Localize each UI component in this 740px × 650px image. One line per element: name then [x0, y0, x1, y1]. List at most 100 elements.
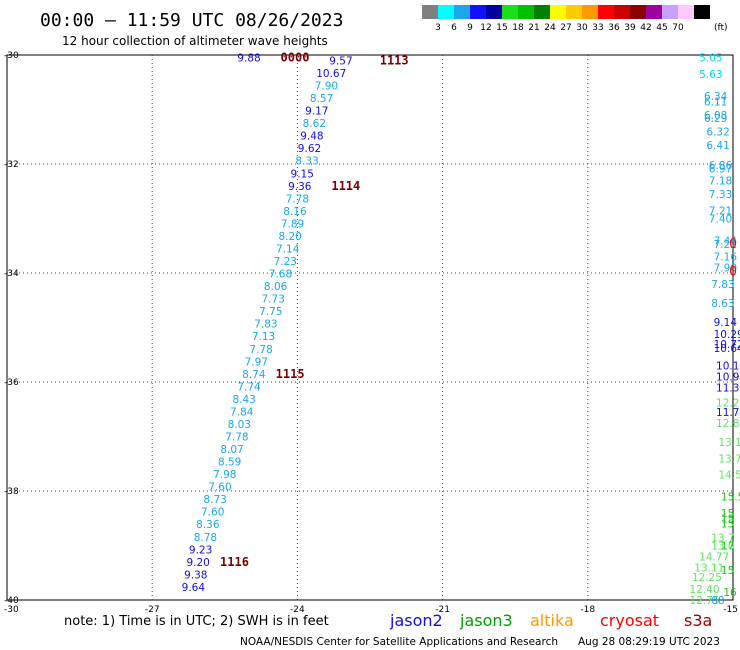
y-tick-label: -32: [4, 160, 19, 170]
wave-height-label: 10.97: [716, 372, 740, 384]
wave-height-label: 7.13: [252, 331, 275, 343]
x-tick-labels: -27 -24 -21 -18 -15: [145, 605, 738, 615]
satellite-legend-item: cryosat: [600, 611, 659, 630]
wave-height-label: 7.22: [714, 239, 737, 251]
wave-height-label: 7.89: [281, 218, 304, 230]
color-swatch: [470, 5, 486, 19]
edge-mark: 0: [729, 264, 737, 279]
wave-height-label: 6.29: [704, 113, 727, 125]
color-swatch: [566, 5, 582, 19]
wave-height-label: 7.78: [249, 344, 272, 356]
wave-height-label: 9.17: [305, 106, 328, 118]
color-scale-label: 70: [672, 23, 684, 33]
color-swatch: [518, 5, 534, 19]
wave-height-label: 8.73: [203, 494, 226, 506]
color-swatch: [550, 5, 566, 19]
wave-height-label: 7.75: [259, 306, 282, 318]
satellite-legend-item: altika: [530, 611, 574, 630]
color-scale-label: 12: [480, 23, 491, 33]
wave-height-label: 10.64: [714, 343, 740, 355]
wave-height-label: 15: [721, 513, 734, 525]
wave-height-label: 8.20: [278, 231, 301, 243]
wave-height-label: 9.88: [237, 53, 260, 65]
wave-height-label: 5.63: [699, 69, 722, 81]
wave-height-label: 11.74: [716, 407, 740, 419]
color-scale-label: 15: [496, 23, 507, 33]
edge-mark: 0: [729, 237, 737, 252]
wave-height-label: 9.15: [291, 168, 314, 180]
edge-marks: 00: [729, 237, 737, 279]
wave-height-label: 9.23: [189, 544, 212, 556]
color-scale-unit: (ft): [714, 23, 728, 33]
wave-height-label: 7.78: [225, 432, 248, 444]
wave-height-label: 7.18: [709, 175, 732, 187]
wave-height-label: 7.23: [274, 256, 297, 268]
y-tick-label: -34: [4, 269, 19, 279]
color-swatch: [438, 5, 454, 19]
chart-subtitle: 12 hour collection of altimeter wave hei…: [62, 34, 328, 48]
satellite-legend-item: jason3: [459, 611, 513, 630]
color-scale-label: 3: [435, 23, 441, 33]
wave-height-label: 7.90: [714, 263, 737, 275]
wave-height-label: 7.40: [709, 214, 732, 226]
wave-height-label: 7.44: [714, 235, 738, 247]
color-swatch: [454, 5, 470, 19]
wave-height-label: 13.7: [718, 453, 740, 465]
wave-height-label: 08: [711, 595, 724, 607]
color-scale-label: 21: [528, 23, 539, 33]
wave-height-label: 8.07: [220, 444, 243, 456]
satellite-legend-item: jason2: [389, 611, 443, 630]
x-tick-label: -21: [435, 605, 450, 615]
wave-height-label: 8.62: [303, 118, 326, 130]
footer-credit: NOAA/NESDIS Center for Satellite Applica…: [240, 636, 558, 648]
color-scale-bar: [422, 5, 710, 19]
color-swatch: [694, 5, 710, 19]
wave-height-label: 8.16: [283, 206, 307, 218]
wave-height-label: 8.03: [228, 419, 251, 431]
color-scale-label: 24: [544, 23, 556, 33]
color-swatch: [646, 5, 662, 19]
chart-title: 00:00 — 11:59 UTC 08/26/2023: [40, 10, 343, 31]
x-tick-label: -18: [580, 605, 595, 615]
wave-height-label: 6.08: [704, 110, 727, 122]
color-scale-label: 39: [624, 23, 636, 33]
wave-height-label: 6.32: [706, 126, 729, 138]
wave-height-label: 7.98: [213, 469, 236, 481]
wave-height-label: 14.5: [718, 470, 740, 482]
wave-height-label: 8.57: [310, 93, 333, 105]
wave-height-label: 12.25: [692, 572, 722, 584]
wave-height-label: 12.75: [689, 595, 719, 607]
x-tick-label: -24: [290, 605, 305, 615]
color-swatch: [422, 5, 438, 19]
y-tick-label: -30: [4, 51, 19, 61]
wave-height-label: 8.36: [196, 519, 220, 531]
wave-height-label: 13.7: [711, 532, 734, 544]
color-swatch: [678, 5, 694, 19]
wave-height-label: 15: [721, 519, 734, 531]
time-label: 1116: [220, 555, 249, 569]
footer-timestamp: Aug 28 08:29:19 UTC 2023: [578, 636, 720, 648]
wave-height-label: 6.11: [704, 96, 727, 108]
wave-height-label: 8.43: [232, 394, 255, 406]
y-tick-label: -38: [4, 487, 19, 497]
color-scale-label: 9: [467, 23, 473, 33]
wave-height-label: 7.60: [201, 507, 224, 519]
color-scale-label: 42: [640, 23, 651, 33]
wave-height-label: 7.16: [714, 252, 738, 264]
wave-height-label: 7.60: [208, 482, 231, 494]
wave-height-label: 8.74: [242, 369, 266, 381]
color-scale-label: 36: [608, 23, 620, 33]
color-swatch: [598, 5, 614, 19]
wave-height-label: 6.34: [704, 91, 728, 103]
wave-height-label: 7.97: [245, 356, 268, 368]
y-tick-labels: -30 -32 -34 -36 -38 -40: [4, 51, 19, 606]
wave-height-label: 7.21: [709, 205, 732, 217]
color-swatch: [486, 5, 502, 19]
color-scale-label: 45: [656, 23, 667, 33]
wave-height-label: 13.11: [694, 562, 724, 574]
color-swatch: [534, 5, 550, 19]
time-label: 1115: [276, 367, 305, 381]
track-east: 5.05 5.63 6.346.11 6.086.296.32 6.41 6.866.97…: [689, 53, 740, 607]
color-scale-label: 6: [451, 23, 457, 33]
